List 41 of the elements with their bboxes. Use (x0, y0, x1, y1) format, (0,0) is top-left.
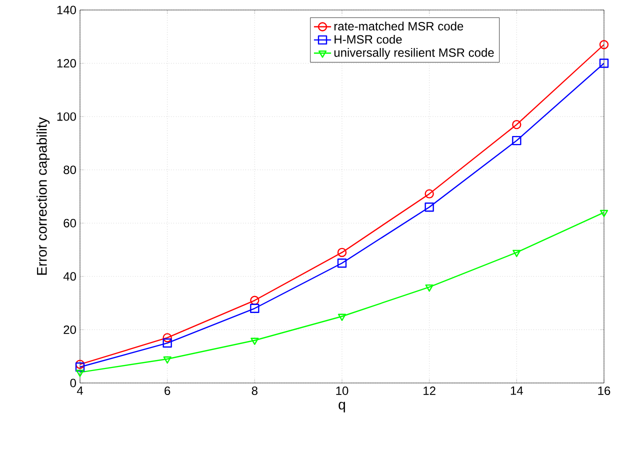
point (75, 360, 85, 369)
point (512, 120, 522, 130)
x-tick-label: 16 (598, 386, 610, 396)
point (75, 362, 85, 372)
point (163, 356, 172, 364)
y-tick-label: 80 (64, 166, 76, 174)
point (337, 248, 347, 258)
point (424, 189, 434, 198)
legend-label: H-MSR code (334, 34, 402, 44)
point (338, 314, 346, 321)
x-tick-label: 6 (164, 386, 170, 396)
point (599, 58, 609, 68)
x-tick-label: 8 (252, 386, 258, 396)
legend-label: rate-matched MSR code (334, 22, 464, 30)
point (512, 250, 521, 258)
point (250, 304, 260, 313)
x-tick-label: 4 (76, 386, 83, 395)
y-tick-label: 40 (63, 272, 76, 281)
point (162, 333, 172, 342)
legend-label: universally resilient MSR code (334, 48, 494, 60)
x-tick-label: 10 (336, 386, 348, 396)
y-tick-label: 100 (57, 112, 76, 121)
point (424, 202, 434, 212)
y-tick-label: 140 (57, 6, 76, 14)
y-tick-label: 60 (64, 218, 76, 228)
y-tick-label: 0 (70, 378, 76, 388)
point (76, 370, 84, 377)
y-axis-title: Error correction capability (36, 117, 50, 275)
point (425, 284, 434, 292)
point (250, 296, 260, 305)
x-axis-title: q (338, 402, 346, 412)
y-tick-label: 120 (57, 59, 76, 68)
point (250, 338, 259, 345)
point (600, 210, 608, 218)
point (512, 136, 522, 146)
x-tick-label: 12 (424, 386, 436, 395)
point (337, 258, 347, 268)
point (599, 40, 609, 50)
y-tick-label: 20 (64, 325, 76, 334)
x-tick-label: 14 (510, 386, 523, 395)
point (162, 338, 172, 348)
